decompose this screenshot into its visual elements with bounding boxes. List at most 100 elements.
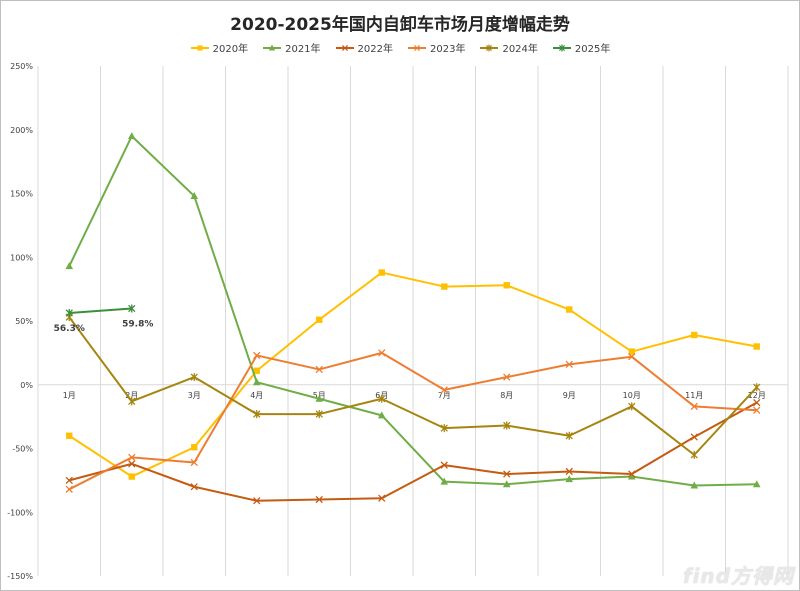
- data-point: [502, 480, 511, 488]
- data-point: [753, 343, 760, 350]
- legend-item: 2020年: [190, 40, 248, 55]
- data-point: [690, 402, 698, 411]
- chart-title: 2020-2025年国内自卸车市场月度增幅走势: [230, 15, 570, 35]
- x-tick-label: 1月: [63, 391, 76, 400]
- data-label: 59.8%: [122, 320, 153, 330]
- y-tick-label: -50%: [12, 445, 33, 454]
- x-tick-label: 10月: [623, 391, 641, 400]
- data-point: [441, 283, 448, 290]
- data-point: [378, 269, 385, 276]
- data-point: [691, 331, 698, 339]
- y-tick-label: -150%: [7, 572, 33, 581]
- data-point: [253, 351, 261, 360]
- data-point: [690, 433, 698, 441]
- data-point: [753, 406, 761, 414]
- data-point: [627, 472, 636, 480]
- data-point: [190, 458, 198, 467]
- legend-item: 2023年: [407, 40, 465, 55]
- legend-item: 2025年: [552, 40, 610, 55]
- data-point: [315, 410, 323, 419]
- legend-label: 2023年: [430, 44, 466, 55]
- y-tick-label: -100%: [7, 508, 33, 517]
- data-point: [65, 476, 73, 485]
- data-point: [752, 480, 761, 488]
- data-point: [378, 494, 386, 502]
- x-tick-label: 4月: [250, 391, 263, 400]
- data-point: [253, 367, 260, 374]
- data-point: [66, 432, 73, 439]
- data-point: [565, 360, 573, 369]
- x-tick-label: 9月: [563, 391, 576, 400]
- data-point: [253, 410, 261, 419]
- watermark-logo: find方得网: [682, 564, 794, 588]
- x-tick-label: 2月: [125, 391, 138, 400]
- legend-label: 2020年: [212, 44, 249, 55]
- data-point: [566, 306, 573, 313]
- legend-swatch: [190, 44, 209, 51]
- data-point: [65, 262, 74, 270]
- data-label: 56.3%: [54, 324, 85, 334]
- data-point: [440, 477, 449, 485]
- data-point: [316, 316, 323, 323]
- legend-item: 2022年: [335, 40, 393, 55]
- x-tick-label: 12月: [748, 391, 766, 400]
- data-point: [190, 373, 198, 382]
- data-point: [128, 397, 136, 406]
- data-point: [503, 373, 511, 381]
- data-point: [628, 353, 636, 361]
- x-tick-label: 7月: [438, 391, 451, 400]
- data-point: [315, 394, 324, 402]
- x-tick-label: 3月: [188, 391, 201, 400]
- data-point: [753, 398, 761, 407]
- legend-label: 2025年: [574, 44, 611, 55]
- data-point: [565, 467, 573, 476]
- series-line: [68, 316, 758, 456]
- series-line: [68, 271, 757, 478]
- legend-swatch: [335, 44, 354, 51]
- legend-label: 2022年: [357, 44, 393, 55]
- data-point: [253, 497, 261, 505]
- data-point: [315, 365, 323, 374]
- y-tick-label: 250%: [10, 62, 33, 71]
- data-point: [503, 421, 511, 430]
- data-point: [191, 444, 198, 451]
- data-point: [128, 473, 135, 480]
- y-tick-label: 0%: [20, 381, 33, 390]
- y-tick-label: 150%: [10, 190, 33, 199]
- data-point: [628, 470, 636, 478]
- y-tick-label: 100%: [10, 253, 33, 262]
- data-point: [128, 453, 136, 462]
- data-point: [503, 470, 511, 478]
- data-point: [690, 481, 699, 489]
- legend-swatch: [552, 44, 571, 51]
- legend-item: 2024年: [479, 40, 538, 55]
- data-point: [378, 349, 386, 357]
- legend-swatch: [480, 44, 499, 51]
- data-point: [128, 304, 136, 313]
- data-point: [628, 348, 635, 355]
- data-point: [190, 483, 198, 491]
- data-point: [377, 411, 386, 419]
- data-point: [503, 282, 510, 289]
- x-tick-label: 8月: [500, 391, 513, 400]
- chart-legend: 2020年 2021年 2022年 2023年 2024年 2025年: [0, 40, 800, 55]
- legend-item: 2021年: [262, 40, 321, 55]
- series-line: [68, 135, 757, 487]
- legend-swatch: [408, 44, 426, 51]
- data-point: [127, 132, 136, 140]
- legend-swatch: [263, 44, 282, 50]
- data-point: [190, 192, 199, 200]
- x-tick-label: 11月: [685, 391, 703, 400]
- data-point: [440, 386, 448, 394]
- data-point: [315, 495, 323, 504]
- legend-label: 2021年: [285, 44, 321, 55]
- data-point: [440, 461, 448, 469]
- data-point: [753, 383, 761, 392]
- data-point: [128, 460, 136, 468]
- data-point: [65, 485, 73, 493]
- data-point: [65, 308, 73, 317]
- data-point: [690, 450, 698, 459]
- data-point: [378, 394, 386, 403]
- data-point: [628, 402, 636, 411]
